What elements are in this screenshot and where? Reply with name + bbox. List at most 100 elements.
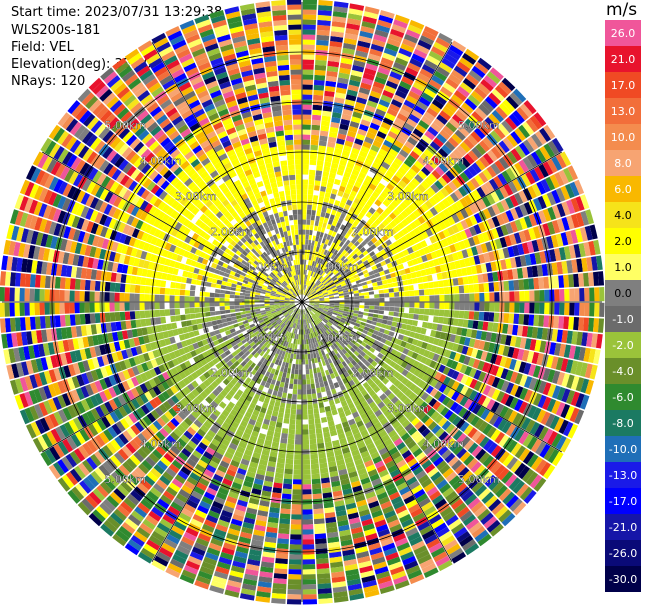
range-gate (368, 95, 380, 104)
range-gate (463, 310, 470, 320)
range-gate (307, 408, 314, 415)
range-gate (313, 89, 324, 96)
range-gate (389, 306, 395, 312)
range-gate (361, 20, 376, 29)
range-gate (325, 285, 331, 290)
range-gate (550, 234, 559, 248)
range-gate (360, 82, 372, 91)
range-gate (425, 209, 434, 219)
range-gate (394, 196, 403, 205)
range-gate (418, 308, 425, 315)
range-gate (312, 291, 317, 296)
range-gate (309, 281, 313, 287)
range-gate (434, 223, 443, 233)
range-gate (385, 135, 396, 144)
range-gate (436, 272, 443, 281)
range-gate (315, 423, 322, 429)
range-gate (547, 369, 556, 383)
range-gate (409, 221, 418, 230)
range-gate (438, 62, 453, 74)
range-gate (417, 170, 428, 180)
range-gate (294, 369, 299, 375)
range-gate (322, 310, 328, 314)
range-gate (491, 365, 500, 376)
range-gate (342, 265, 349, 272)
range-gate (514, 291, 520, 302)
range-gate (330, 266, 336, 272)
range-gate (583, 241, 591, 257)
range-gate (468, 69, 483, 82)
range-gate (346, 89, 358, 97)
range-gate (307, 204, 312, 210)
range-gate (290, 519, 302, 525)
range-gate (307, 294, 313, 298)
range-gate (459, 293, 465, 302)
range-gate (503, 183, 514, 196)
range-gate (415, 124, 427, 134)
range-gate (302, 204, 307, 210)
range-gate (317, 263, 322, 269)
range-gate (470, 130, 482, 143)
range-gate (362, 269, 369, 275)
range-gate (387, 130, 398, 140)
range-gate (360, 119, 371, 127)
range-gate (316, 437, 324, 444)
range-gate (302, 219, 307, 225)
range-gate (303, 289, 306, 295)
range-gate (459, 230, 468, 240)
range-gate (413, 308, 420, 314)
range-gate (426, 274, 433, 282)
range-gate (545, 176, 556, 191)
range-gate (328, 131, 338, 139)
range-gate (327, 263, 332, 269)
range-gate (463, 337, 471, 347)
range-gate (455, 221, 464, 232)
range-gate (397, 263, 405, 271)
range-gate (443, 53, 458, 65)
range-gate (331, 286, 337, 291)
range-gate (327, 310, 333, 314)
range-gate (302, 129, 311, 135)
range-gate (441, 271, 448, 280)
range-gate (310, 271, 314, 277)
range-gate (328, 293, 334, 297)
range-gate (328, 172, 336, 179)
range-gate (560, 185, 571, 201)
range-gate (302, 589, 317, 595)
range-gate (383, 157, 393, 166)
range-gate (451, 203, 460, 213)
range-gate (440, 86, 453, 98)
range-gate (358, 123, 369, 132)
range-gate (563, 344, 572, 358)
range-gate (211, 320, 218, 326)
range-gate (319, 130, 329, 137)
range-gate (391, 187, 401, 196)
range-gate (280, 432, 288, 439)
range-gate (317, 291, 323, 295)
range-gate (319, 264, 324, 270)
range-gate (314, 303, 320, 305)
range-gate (334, 280, 340, 285)
range-gate (314, 180, 321, 186)
range-gate (338, 72, 350, 80)
range-gate (412, 277, 418, 285)
range-gate (508, 113, 522, 127)
range-gate (349, 121, 360, 129)
range-gate (321, 120, 331, 127)
range-gate (302, 489, 312, 495)
range-gate (580, 194, 590, 210)
range-gate (315, 210, 321, 217)
range-gate (321, 206, 327, 213)
range-gate (514, 162, 525, 176)
range-gate (394, 302, 400, 307)
range-gate (469, 302, 475, 311)
range-gate (424, 162, 435, 173)
range-gate (544, 302, 550, 315)
range-gate (429, 103, 442, 114)
range-gate (508, 313, 515, 324)
range-gate (306, 280, 309, 286)
range-gate (302, 214, 307, 220)
range-gate (466, 180, 476, 192)
range-gate (402, 279, 409, 286)
range-gate (330, 121, 340, 129)
